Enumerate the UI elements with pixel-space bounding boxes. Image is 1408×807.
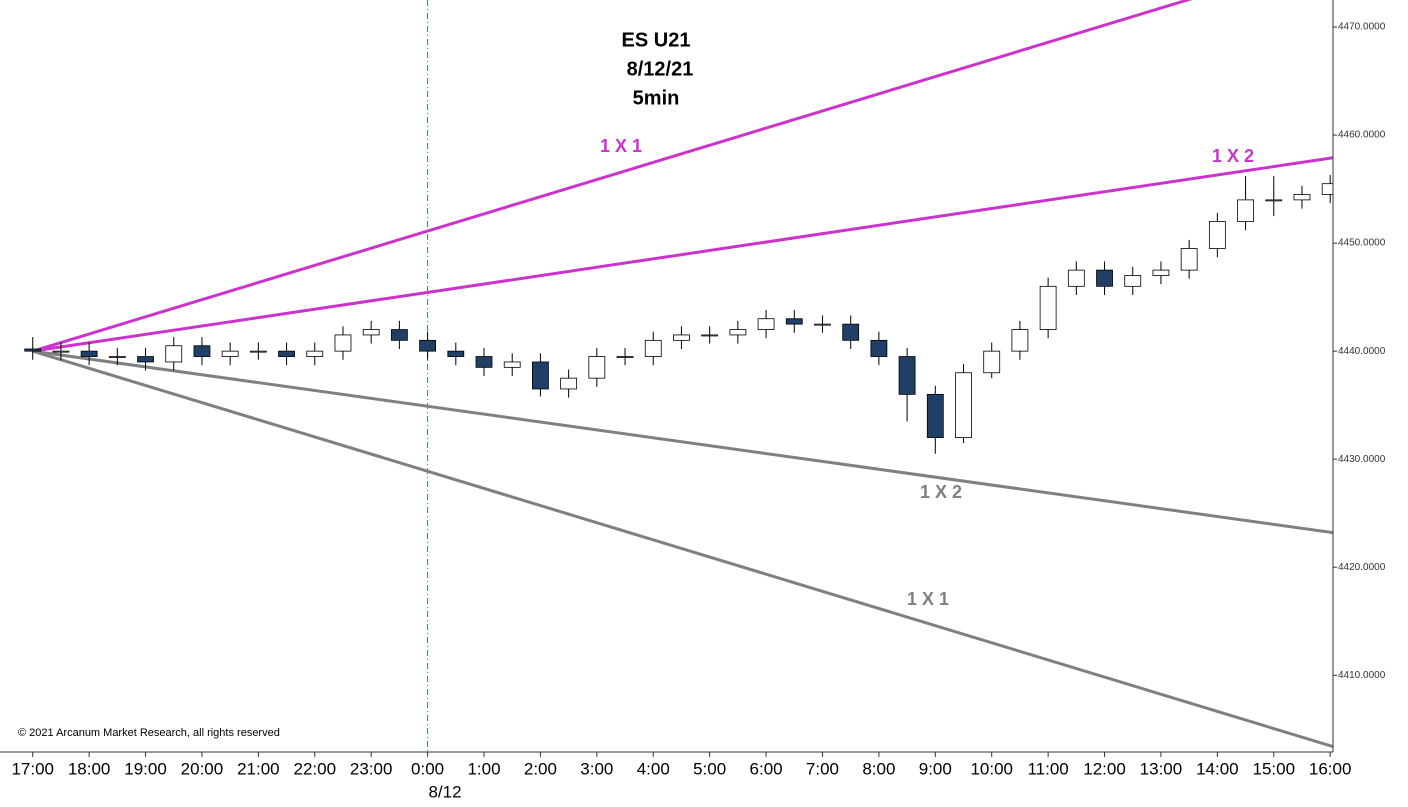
gann-label: 1 X 1 — [600, 136, 642, 156]
x-tick-label: 2:00 — [524, 759, 557, 778]
candle-body — [785, 318, 803, 325]
candle-body — [532, 361, 549, 390]
x-tick-label: 11:00 — [1027, 759, 1068, 778]
gann-line — [32, 156, 1333, 353]
y-tick-label: 4440.0000 — [1338, 346, 1386, 357]
x-tick-label: 20:00 — [181, 759, 224, 778]
candle-body — [1152, 269, 1170, 276]
x-tick-label: 21:00 — [237, 759, 280, 778]
candle-body — [1265, 199, 1283, 202]
x-tick-label: 22:00 — [294, 759, 337, 778]
candle-body — [983, 350, 1001, 374]
candle-body — [1096, 269, 1113, 287]
x-tick-label: 23:00 — [350, 759, 393, 778]
candle-body — [673, 334, 690, 341]
title: ES U21 — [622, 29, 691, 51]
gann-line — [32, 0, 1193, 353]
candle-body — [193, 345, 211, 357]
x-tick-label: 1:00 — [467, 759, 500, 778]
candle-body — [447, 350, 465, 357]
candle-body — [926, 393, 944, 438]
candle-body — [362, 329, 380, 336]
candle-body — [137, 356, 154, 363]
candle-body — [475, 356, 493, 368]
candle-body — [24, 348, 42, 352]
candle-body — [898, 356, 916, 395]
candle-body — [1039, 285, 1057, 330]
title: 5min — [633, 87, 680, 109]
x-tick-label: 9:00 — [919, 759, 952, 778]
candle-body — [334, 334, 352, 352]
candle-body — [870, 339, 888, 357]
candle-body — [1208, 221, 1226, 249]
candle-body — [278, 350, 295, 357]
candle-body — [108, 356, 126, 358]
x-tick-label: 7:00 — [806, 759, 839, 778]
candle-body — [1237, 199, 1254, 222]
date-label: 8/12 — [428, 782, 461, 801]
x-tick-label: 16:00 — [1309, 759, 1352, 778]
x-tick-label: 8:00 — [862, 759, 895, 778]
candle-body — [1321, 183, 1333, 195]
x-tick-label: 0:00 — [411, 759, 444, 778]
plot-area — [24, 0, 1333, 752]
candle-body — [1180, 248, 1198, 271]
candle-body — [644, 339, 662, 357]
x-tick-label: 5:00 — [693, 759, 726, 778]
gann-line — [32, 349, 1333, 749]
candle-body — [729, 329, 747, 336]
candle-body — [814, 323, 831, 326]
gann-label: 1 X 2 — [920, 482, 962, 502]
candle-body — [757, 318, 775, 330]
x-tick-label: 6:00 — [750, 759, 783, 778]
candle-body — [701, 334, 719, 337]
candle-body — [306, 350, 324, 357]
candle-body — [419, 339, 436, 352]
title: 8/12/21 — [627, 58, 694, 80]
candle-body — [588, 356, 606, 379]
x-tick-label: 13:00 — [1140, 759, 1183, 778]
gann-label: 1 X 2 — [1212, 146, 1254, 166]
x-tick-label: 4:00 — [637, 759, 670, 778]
copyright: © 2021 Arcanum Market Research, all righ… — [18, 727, 280, 739]
candle-body — [955, 372, 972, 438]
y-tick-label: 4470.0000 — [1338, 22, 1386, 33]
y-tick-label: 4410.0000 — [1338, 670, 1386, 681]
candle-body — [1067, 269, 1085, 287]
x-tick-label: 19:00 — [124, 759, 167, 778]
gann-line — [32, 349, 1333, 535]
x-tick-label: 12:00 — [1083, 759, 1126, 778]
candle-body — [1293, 194, 1311, 201]
candle-body — [52, 350, 70, 353]
y-tick-label: 4450.0000 — [1338, 238, 1386, 249]
candle-body — [560, 377, 578, 390]
candle-body — [503, 361, 521, 368]
candle-body — [390, 329, 408, 341]
candle-body — [165, 345, 183, 363]
x-tick-label: 15:00 — [1252, 759, 1295, 778]
y-tick-label: 4430.0000 — [1338, 454, 1386, 465]
y-tick-label: 4420.0000 — [1338, 562, 1386, 573]
candle-body — [1011, 329, 1029, 352]
x-tick-label: 3:00 — [580, 759, 613, 778]
candle-body — [249, 350, 267, 353]
x-tick-label: 14:00 — [1196, 759, 1239, 778]
x-tick-label: 17:00 — [11, 759, 54, 778]
candle-body — [221, 350, 239, 357]
y-tick-label: 4460.0000 — [1338, 130, 1386, 141]
x-tick-label: 18:00 — [68, 759, 111, 778]
x-tick-label: 10:00 — [970, 759, 1013, 778]
candle-body — [616, 356, 634, 358]
candle-body — [80, 350, 98, 357]
gann-label: 1 X 1 — [907, 589, 949, 609]
candle-body — [1124, 275, 1142, 287]
candle-body — [842, 323, 860, 341]
